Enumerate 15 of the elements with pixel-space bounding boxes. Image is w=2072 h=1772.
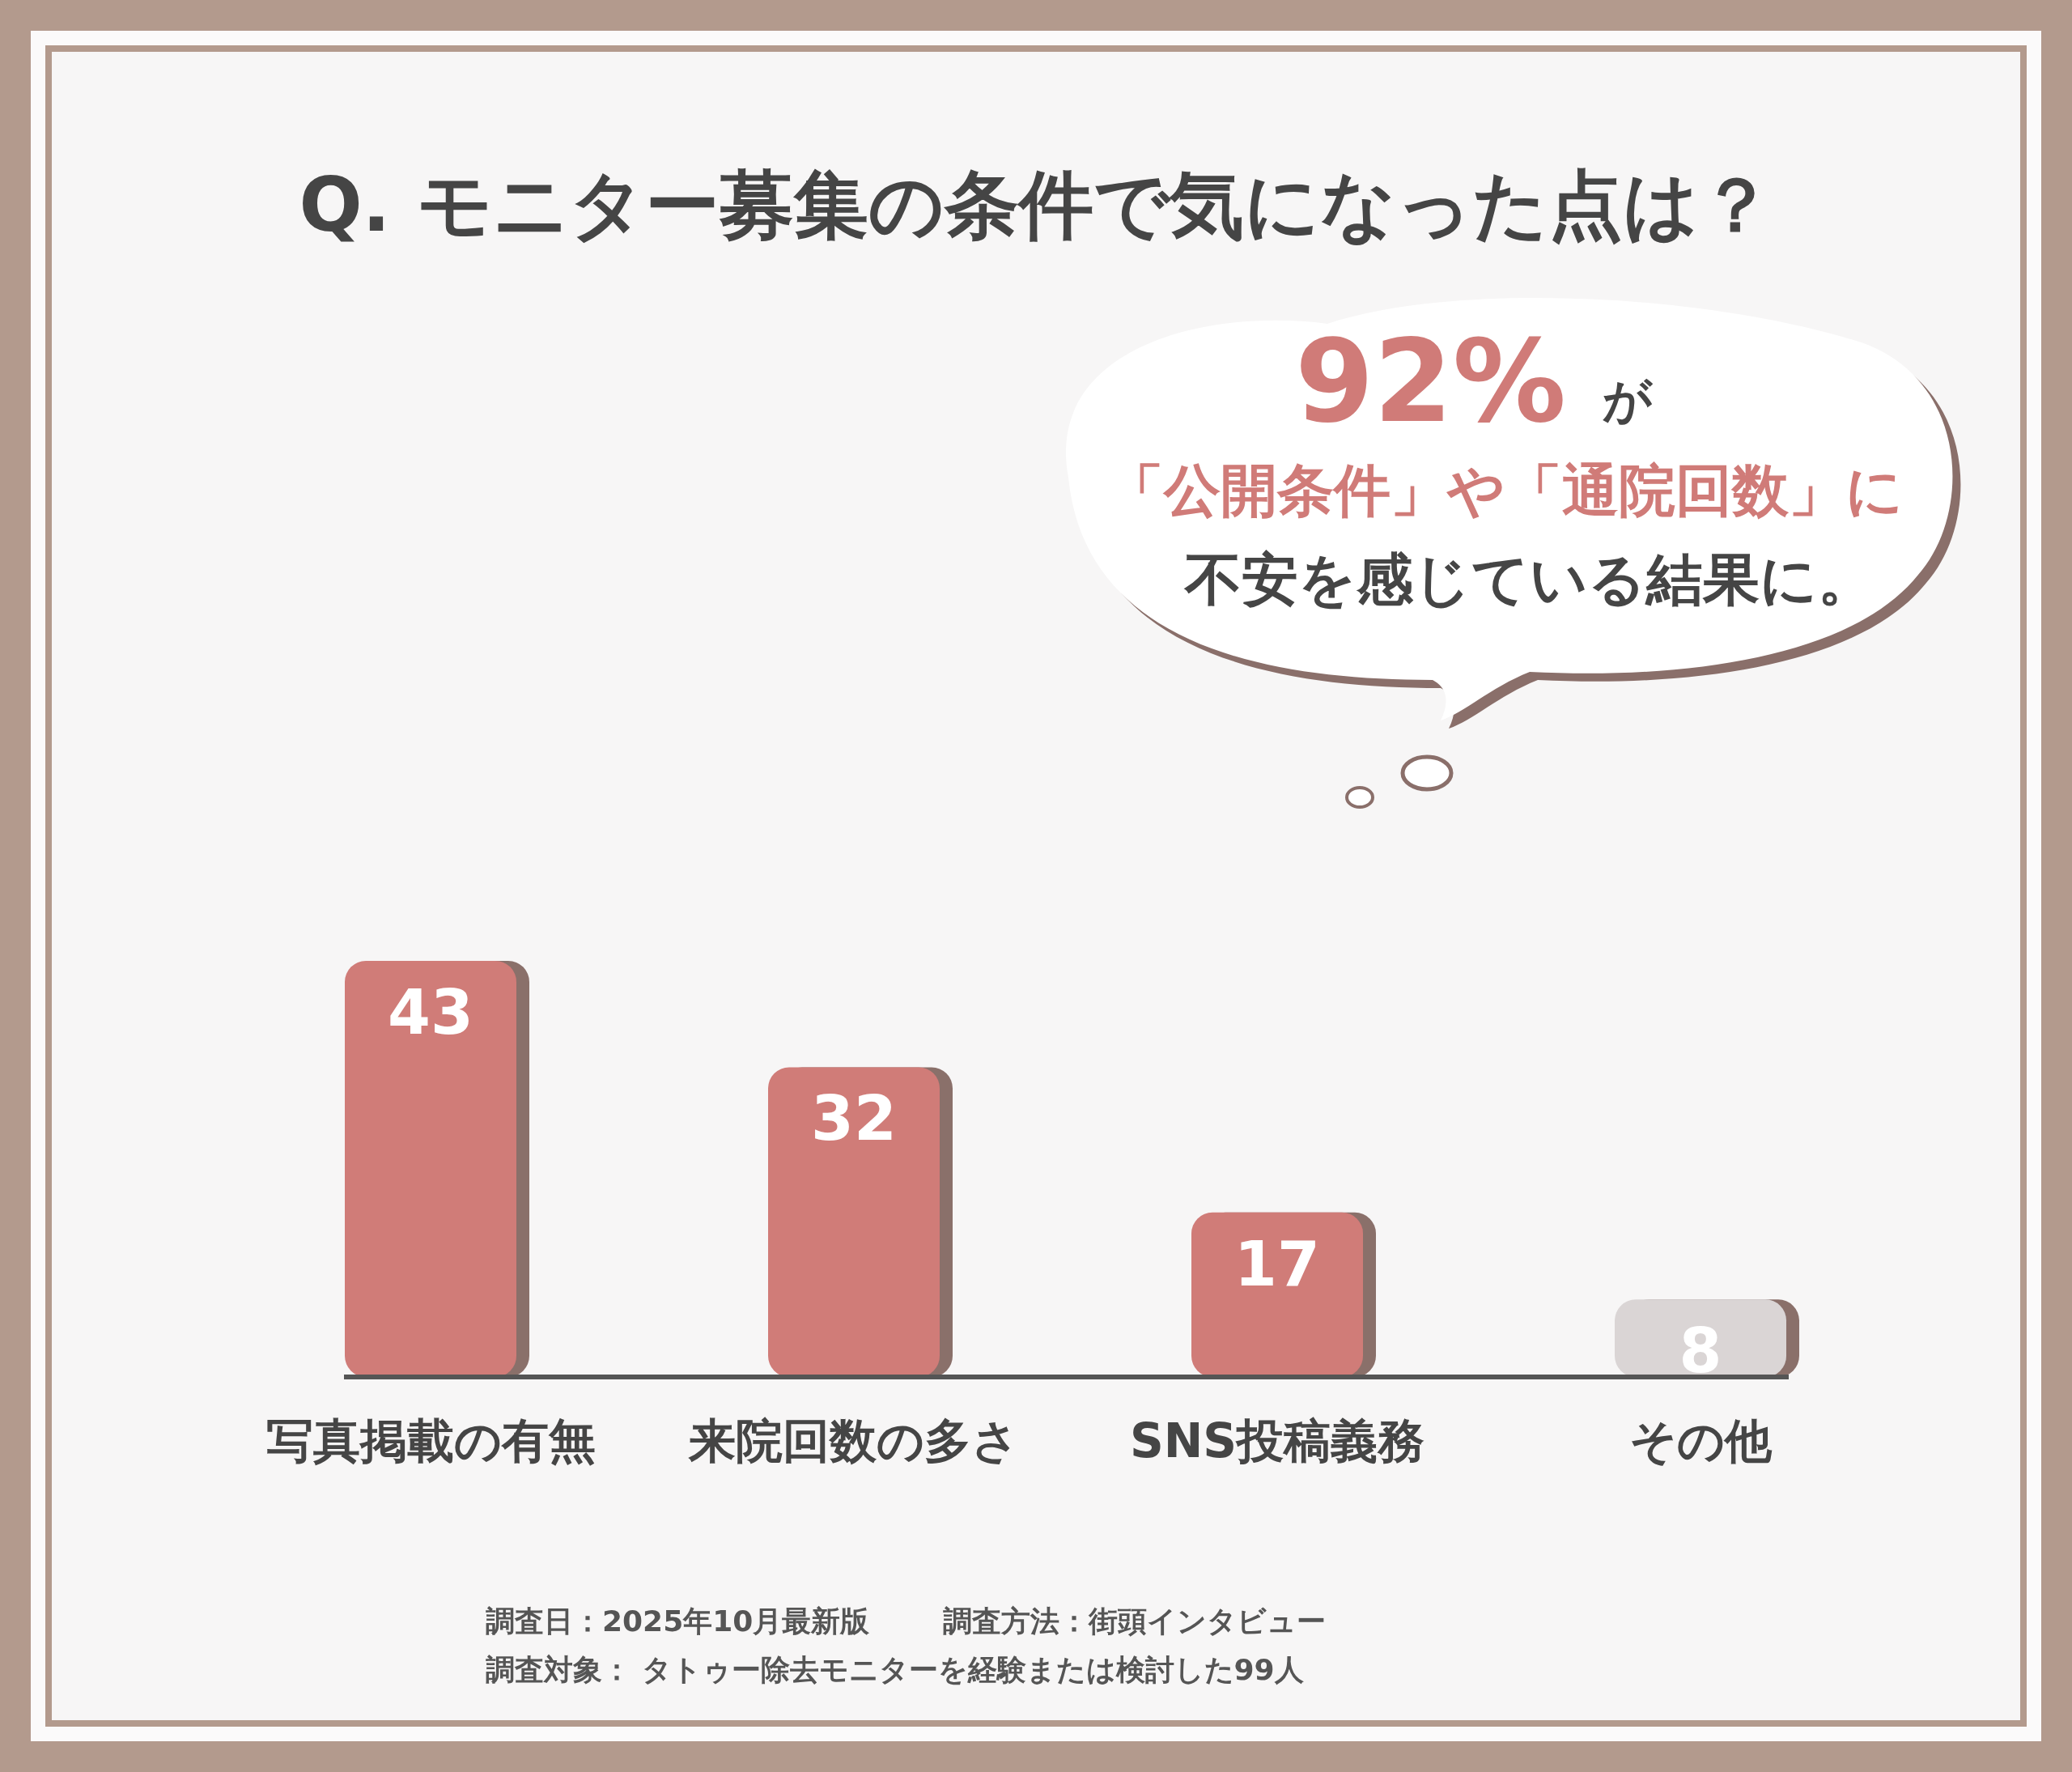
chart-title: Q. モニター募集の条件で気になった点は？	[299, 162, 1773, 249]
data-label: 43	[388, 976, 473, 1048]
text: 「公開条件」や「通院回数」に	[1107, 457, 1904, 524]
text: 92%	[1294, 316, 1566, 448]
x-tick-label: 写真掲載の有無	[265, 1413, 596, 1468]
x-tick-label: その他	[1629, 1413, 1773, 1468]
data-label: 17	[1234, 1227, 1320, 1300]
x-tick-label: 来院回数の多さ	[688, 1413, 1019, 1468]
x-tick-label: SNS投稿義務	[1129, 1413, 1425, 1468]
text: 調査対象： タトゥー除去モニターを経験または検討した99人	[486, 1653, 1304, 1686]
text: 不安を感じている結果に。	[1183, 546, 1875, 613]
data-label: 32	[811, 1082, 897, 1155]
text: 調査方法：街頭インタビュー	[943, 1604, 1326, 1638]
text: が	[1603, 372, 1654, 428]
text: 調査日：2025年10月最新版	[486, 1604, 871, 1638]
